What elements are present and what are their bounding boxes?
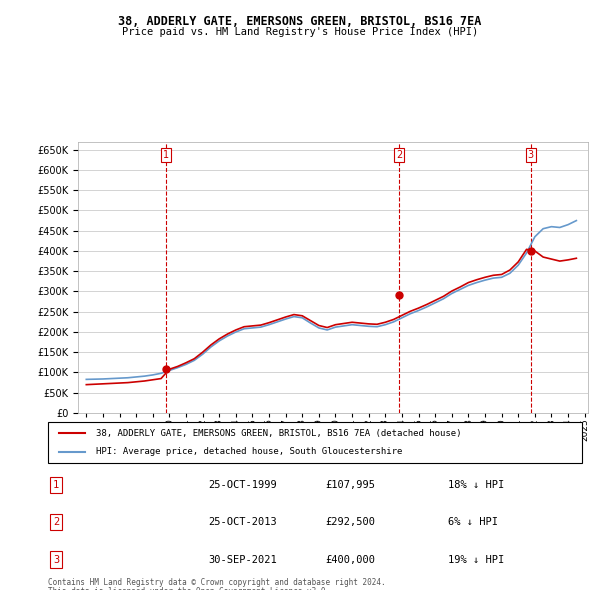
Text: HPI: Average price, detached house, South Gloucestershire: HPI: Average price, detached house, Sout… — [96, 447, 403, 456]
Text: Price paid vs. HM Land Registry's House Price Index (HPI): Price paid vs. HM Land Registry's House … — [122, 27, 478, 37]
Text: 30-SEP-2021: 30-SEP-2021 — [208, 555, 277, 565]
Text: Contains HM Land Registry data © Crown copyright and database right 2024.: Contains HM Land Registry data © Crown c… — [48, 578, 386, 587]
Text: 18% ↓ HPI: 18% ↓ HPI — [449, 480, 505, 490]
Text: 6% ↓ HPI: 6% ↓ HPI — [449, 517, 499, 527]
Text: 25-OCT-1999: 25-OCT-1999 — [208, 480, 277, 490]
Text: 1: 1 — [53, 480, 59, 490]
Text: 3: 3 — [53, 555, 59, 565]
Text: £400,000: £400,000 — [326, 555, 376, 565]
Text: 2: 2 — [396, 150, 402, 160]
Text: This data is licensed under the Open Government Licence v3.0.: This data is licensed under the Open Gov… — [48, 587, 330, 590]
Text: 38, ADDERLY GATE, EMERSONS GREEN, BRISTOL, BS16 7EA (detached house): 38, ADDERLY GATE, EMERSONS GREEN, BRISTO… — [96, 429, 461, 438]
Text: 38, ADDERLY GATE, EMERSONS GREEN, BRISTOL, BS16 7EA: 38, ADDERLY GATE, EMERSONS GREEN, BRISTO… — [118, 15, 482, 28]
Text: 3: 3 — [527, 150, 534, 160]
Text: 19% ↓ HPI: 19% ↓ HPI — [449, 555, 505, 565]
Text: 2: 2 — [53, 517, 59, 527]
Text: £292,500: £292,500 — [326, 517, 376, 527]
Text: 25-OCT-2013: 25-OCT-2013 — [208, 517, 277, 527]
FancyBboxPatch shape — [48, 422, 582, 463]
Text: 1: 1 — [163, 150, 169, 160]
Text: £107,995: £107,995 — [326, 480, 376, 490]
